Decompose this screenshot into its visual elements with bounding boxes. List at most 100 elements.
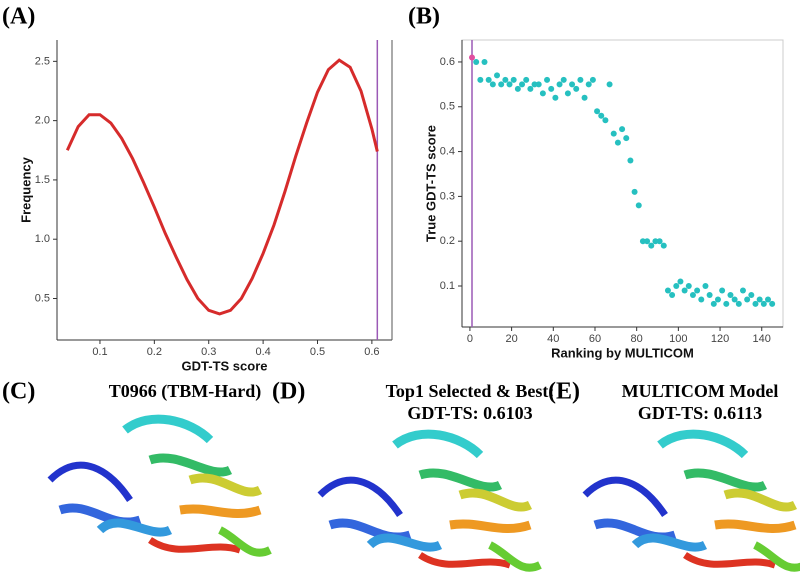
- point: [735, 300, 742, 307]
- x-tick-label: 0.6: [364, 346, 379, 358]
- y-tick-label: 0.2: [440, 235, 455, 247]
- point: [702, 283, 709, 289]
- y-tick-label: 0.4: [440, 145, 455, 157]
- y-tick-label: 1.0: [35, 233, 50, 245]
- point: [723, 300, 730, 307]
- point: [539, 90, 546, 97]
- point: [681, 287, 688, 294]
- point: [569, 81, 576, 88]
- point: [664, 287, 671, 294]
- point: [769, 300, 776, 307]
- panel-title: MULTICOM Model: [622, 381, 779, 401]
- point: [544, 76, 551, 83]
- y-tick-label: 2.0: [35, 115, 50, 127]
- y-tick-label: 0.3: [440, 190, 455, 202]
- point: [610, 130, 617, 137]
- y-axis-label: Frequency: [18, 156, 33, 223]
- protein-model: [317, 429, 542, 572]
- point: [760, 300, 767, 307]
- point: [652, 238, 659, 245]
- x-tick-label: 40: [547, 333, 559, 345]
- point: [698, 296, 705, 303]
- point: [706, 291, 713, 298]
- point: [685, 283, 692, 289]
- panel-label: (A): [2, 4, 35, 30]
- point: [489, 81, 496, 88]
- point: [514, 85, 521, 92]
- point: [727, 291, 734, 298]
- x-tick-label: 0: [467, 333, 473, 345]
- point: [560, 76, 567, 83]
- point: [556, 81, 563, 88]
- point: [494, 72, 501, 79]
- panel-title: Top1 Selected & Best:: [386, 381, 555, 401]
- x-tick-label: 0.2: [147, 346, 162, 358]
- point: [606, 81, 613, 88]
- point: [714, 296, 721, 303]
- point: [719, 287, 726, 294]
- x-tick-label: 120: [711, 333, 729, 345]
- point: [506, 81, 513, 88]
- point: [477, 76, 484, 83]
- point: [677, 278, 684, 285]
- panel-label: (E): [548, 379, 580, 405]
- point: [694, 287, 701, 294]
- plot-frame: [57, 40, 392, 340]
- x-tick-label: 0.1: [92, 346, 107, 358]
- point: [531, 81, 538, 88]
- protein-model: [582, 429, 800, 572]
- y-tick-label: 0.6: [440, 56, 455, 68]
- point: [469, 54, 476, 61]
- point: [602, 117, 609, 124]
- x-tick-label: 140: [753, 333, 771, 345]
- panel-title: GDT-TS: 0.6103: [407, 403, 532, 423]
- panel-label: (B): [408, 4, 440, 30]
- x-tick-label: 0.4: [255, 346, 270, 358]
- point: [594, 108, 601, 115]
- y-tick-label: 2.5: [35, 55, 50, 67]
- point: [589, 76, 596, 83]
- point: [535, 81, 542, 88]
- y-tick-label: 1.5: [35, 174, 50, 186]
- y-tick-label: 0.5: [440, 101, 455, 113]
- point: [577, 76, 584, 83]
- x-tick-label: 100: [669, 333, 687, 345]
- point: [644, 238, 651, 245]
- panel-title: GDT-TS: 0.6113: [638, 403, 762, 423]
- y-tick-label: 0.1: [440, 280, 455, 292]
- panel-label: (D): [272, 379, 305, 405]
- point: [614, 139, 621, 146]
- point: [627, 157, 634, 164]
- point: [519, 81, 526, 88]
- point: [485, 76, 492, 83]
- point: [502, 76, 509, 83]
- point: [510, 76, 517, 83]
- point: [660, 242, 667, 249]
- point: [648, 242, 655, 249]
- point: [573, 85, 580, 92]
- x-axis-label: GDT-TS score: [182, 358, 268, 373]
- point: [689, 291, 696, 298]
- point: [564, 90, 571, 97]
- point: [744, 296, 751, 303]
- point: [585, 81, 592, 88]
- point: [552, 94, 559, 101]
- point: [498, 81, 505, 88]
- point: [598, 112, 605, 119]
- x-tick-label: 60: [589, 333, 601, 345]
- point: [523, 76, 530, 83]
- point: [548, 85, 555, 92]
- x-axis-label: Ranking by MULTICOM: [551, 345, 694, 360]
- point: [481, 58, 488, 65]
- point: [527, 85, 534, 92]
- point: [739, 287, 746, 294]
- point: [764, 296, 771, 303]
- panel-label: (C): [2, 379, 35, 405]
- point: [631, 188, 638, 195]
- point: [635, 202, 642, 209]
- point: [756, 296, 763, 303]
- x-tick-label: 0.3: [201, 346, 216, 358]
- point: [473, 58, 480, 65]
- x-tick-label: 20: [505, 333, 517, 345]
